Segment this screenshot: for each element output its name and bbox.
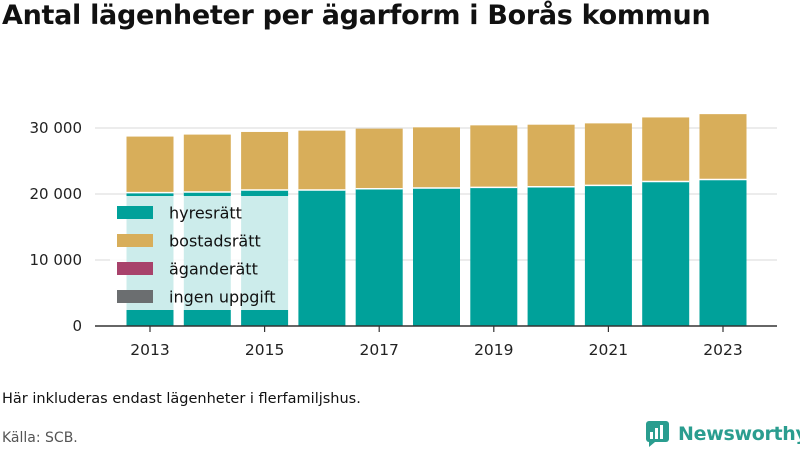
bar-hyresrätt-2020 xyxy=(527,186,575,326)
bar-bostadsrätt-2013 xyxy=(126,136,174,193)
legend-label: äganderätt xyxy=(169,260,258,279)
bar-bostadsrätt-2017 xyxy=(355,128,403,189)
brand-name: Newsworthy xyxy=(678,423,800,445)
bar-hyresrätt-2017 xyxy=(355,188,403,326)
bar-hyresrätt-2018 xyxy=(413,188,460,326)
bar-hyresrätt-2021 xyxy=(584,185,632,326)
bar-bostadsrätt-2016 xyxy=(298,130,346,191)
bar-bostadsrätt-2014 xyxy=(183,134,231,193)
x-tick-label: 2013 xyxy=(130,341,169,359)
bar-hyresrätt-2019 xyxy=(470,187,518,326)
newsworthy-logo[interactable]: Newsworthy xyxy=(646,421,800,447)
x-tick-label: 2019 xyxy=(474,341,513,359)
x-tick-label: 2017 xyxy=(359,341,398,359)
legend-swatch-äganderätt xyxy=(117,262,153,275)
chart-note: Här inkluderas endast lägenheter i flerf… xyxy=(2,391,361,407)
bar-hyresrätt-2016 xyxy=(298,190,346,326)
legend-swatch-bostadsrätt xyxy=(117,234,153,247)
legend-label: ingen uppgift xyxy=(169,288,276,307)
bar-bostadsrätt-2015 xyxy=(241,131,289,191)
legend-swatch-hyresrätt xyxy=(117,206,153,219)
bar-bostadsrätt-2021 xyxy=(584,123,632,186)
y-tick-label: 30 000 xyxy=(30,119,83,137)
x-tick-label: 2023 xyxy=(703,341,742,359)
bar-bostadsrätt-2020 xyxy=(527,124,575,187)
chart-title: Antal lägenheter per ägarform i Borås ko… xyxy=(2,0,711,31)
legend-label: bostadsrätt xyxy=(169,232,261,251)
bar-hyresrätt-2022 xyxy=(642,181,690,326)
y-tick-label: 0 xyxy=(72,317,82,335)
y-tick-label: 20 000 xyxy=(30,185,83,203)
bar-bostadsrätt-2018 xyxy=(413,127,460,189)
newsworthy-icon xyxy=(646,421,669,447)
y-tick-label: 10 000 xyxy=(30,251,83,269)
chart-source: Källa: SCB. xyxy=(2,430,78,446)
x-tick-label: 2015 xyxy=(245,341,284,359)
stacked-bar-chart: 0 10 000 20 000 30 000 2013 2015 2017 2019 2021 2… xyxy=(30,114,777,359)
x-tick-label: 2021 xyxy=(589,341,628,359)
bar-hyresrätt-2023 xyxy=(699,179,747,326)
legend-label: hyresrätt xyxy=(169,204,242,223)
bar-bostadsrätt-2022 xyxy=(642,117,690,182)
bar-bostadsrätt-2023 xyxy=(699,114,747,180)
legend-swatch-ingen-uppgift xyxy=(117,290,153,303)
bar-bostadsrätt-2019 xyxy=(470,125,518,188)
